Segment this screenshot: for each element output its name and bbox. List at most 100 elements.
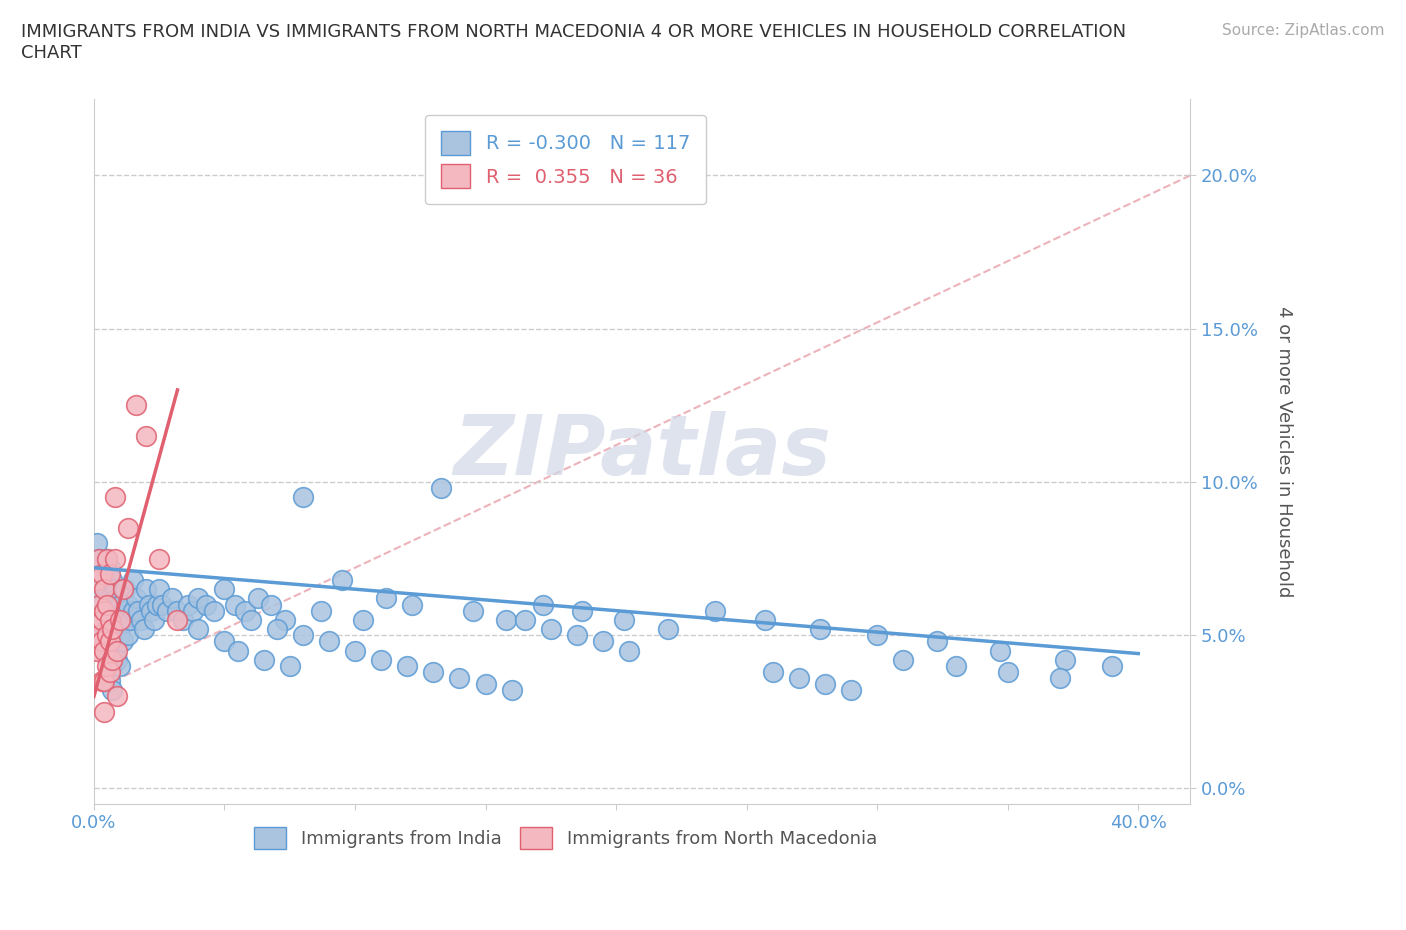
Point [513, 613, 536, 628]
Point [224, 597, 246, 612]
Point [135, 429, 157, 444]
Point [839, 683, 862, 698]
Point [592, 634, 614, 649]
Point [422, 665, 444, 680]
Point [117, 628, 139, 643]
Point [93, 643, 115, 658]
Point [104, 551, 127, 566]
Point [101, 604, 124, 618]
Point [501, 683, 523, 698]
Point [86, 536, 108, 551]
Point [375, 591, 398, 605]
Point [98, 621, 121, 636]
Point [90, 628, 112, 643]
Point [657, 621, 679, 636]
Point [565, 628, 588, 643]
Point [90, 613, 112, 628]
Point [1054, 652, 1077, 667]
Point [143, 613, 166, 628]
Point [122, 573, 145, 588]
Point [90, 673, 112, 688]
Point [96, 613, 118, 628]
Point [132, 621, 155, 636]
Text: ZIPatlas: ZIPatlas [453, 411, 831, 492]
Point [927, 634, 949, 649]
Point [117, 521, 139, 536]
Point [104, 613, 127, 628]
Point [117, 597, 139, 612]
Point [114, 582, 136, 597]
Point [89, 628, 111, 643]
Point [93, 673, 115, 688]
Point [98, 613, 121, 628]
Point [108, 597, 131, 612]
Point [278, 658, 301, 673]
Point [107, 652, 129, 667]
Point [704, 604, 727, 618]
Point [93, 582, 115, 597]
Point [98, 652, 121, 667]
Point [762, 665, 785, 680]
Point [150, 597, 173, 612]
Point [111, 634, 134, 649]
Point [89, 597, 111, 612]
Point [127, 604, 149, 618]
Point [101, 683, 124, 698]
Point [101, 634, 124, 649]
Point [107, 643, 129, 658]
Point [754, 613, 776, 628]
Point [104, 643, 127, 658]
Point [93, 573, 115, 588]
Point [1049, 671, 1071, 685]
Point [401, 597, 423, 612]
Point [96, 551, 118, 566]
Point [291, 628, 314, 643]
Point [96, 582, 118, 597]
Text: Source: ZipAtlas.com: Source: ZipAtlas.com [1222, 23, 1385, 38]
Point [787, 671, 810, 685]
Point [318, 634, 340, 649]
Point [98, 560, 121, 575]
Point [120, 613, 142, 628]
Point [108, 628, 131, 643]
Point [988, 643, 1011, 658]
Point [239, 613, 262, 628]
Point [396, 658, 419, 673]
Point [540, 621, 562, 636]
Point [370, 652, 392, 667]
Point [177, 597, 200, 612]
Point [156, 604, 179, 618]
Point [1101, 658, 1123, 673]
Point [135, 582, 157, 597]
Point [86, 613, 108, 628]
Point [108, 613, 131, 628]
Point [107, 591, 129, 605]
Point [96, 551, 118, 566]
Point [98, 665, 121, 680]
Point [96, 643, 118, 658]
Point [891, 652, 914, 667]
Point [89, 551, 111, 566]
Legend: Immigrants from India, Immigrants from North Macedonia: Immigrants from India, Immigrants from N… [245, 818, 886, 858]
Point [89, 582, 111, 597]
Point [96, 628, 118, 643]
Point [138, 597, 160, 612]
Point [181, 604, 204, 618]
Point [93, 634, 115, 649]
Point [98, 566, 121, 581]
Point [235, 604, 257, 618]
Point [352, 613, 374, 628]
Point [187, 591, 209, 605]
Point [214, 582, 236, 597]
Point [148, 582, 170, 597]
Point [101, 658, 124, 673]
Point [90, 566, 112, 581]
Point [866, 628, 889, 643]
Point [129, 613, 152, 628]
Point [90, 566, 112, 581]
Point [101, 621, 124, 636]
Point [101, 652, 124, 667]
Point [260, 597, 283, 612]
Point [104, 490, 127, 505]
Point [330, 573, 353, 588]
